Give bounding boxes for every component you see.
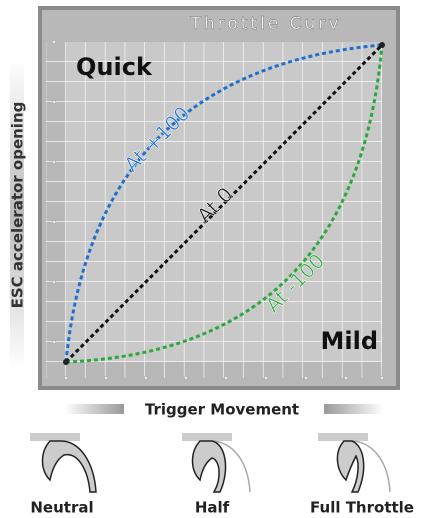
trigger-icons xyxy=(30,433,391,493)
curve-plus xyxy=(64,43,383,363)
trigger-label: Full Throttle xyxy=(310,499,414,517)
mild-label: Mild xyxy=(320,327,378,355)
curve-zero xyxy=(64,43,384,364)
x-axis-label: Trigger Movement xyxy=(145,401,299,419)
quick-label: Quick xyxy=(76,53,153,81)
y-axis-label: ESC accelerator opening xyxy=(9,102,27,309)
x-axis-bar xyxy=(324,404,384,414)
trigger-label: Neutral xyxy=(30,499,93,517)
rivets xyxy=(51,39,385,381)
panel-title: Throttle Curv xyxy=(190,14,342,34)
trigger-label: Half xyxy=(195,499,230,517)
x-axis-bar xyxy=(64,404,124,414)
y-axis-bar xyxy=(10,60,24,370)
grid xyxy=(46,42,382,378)
